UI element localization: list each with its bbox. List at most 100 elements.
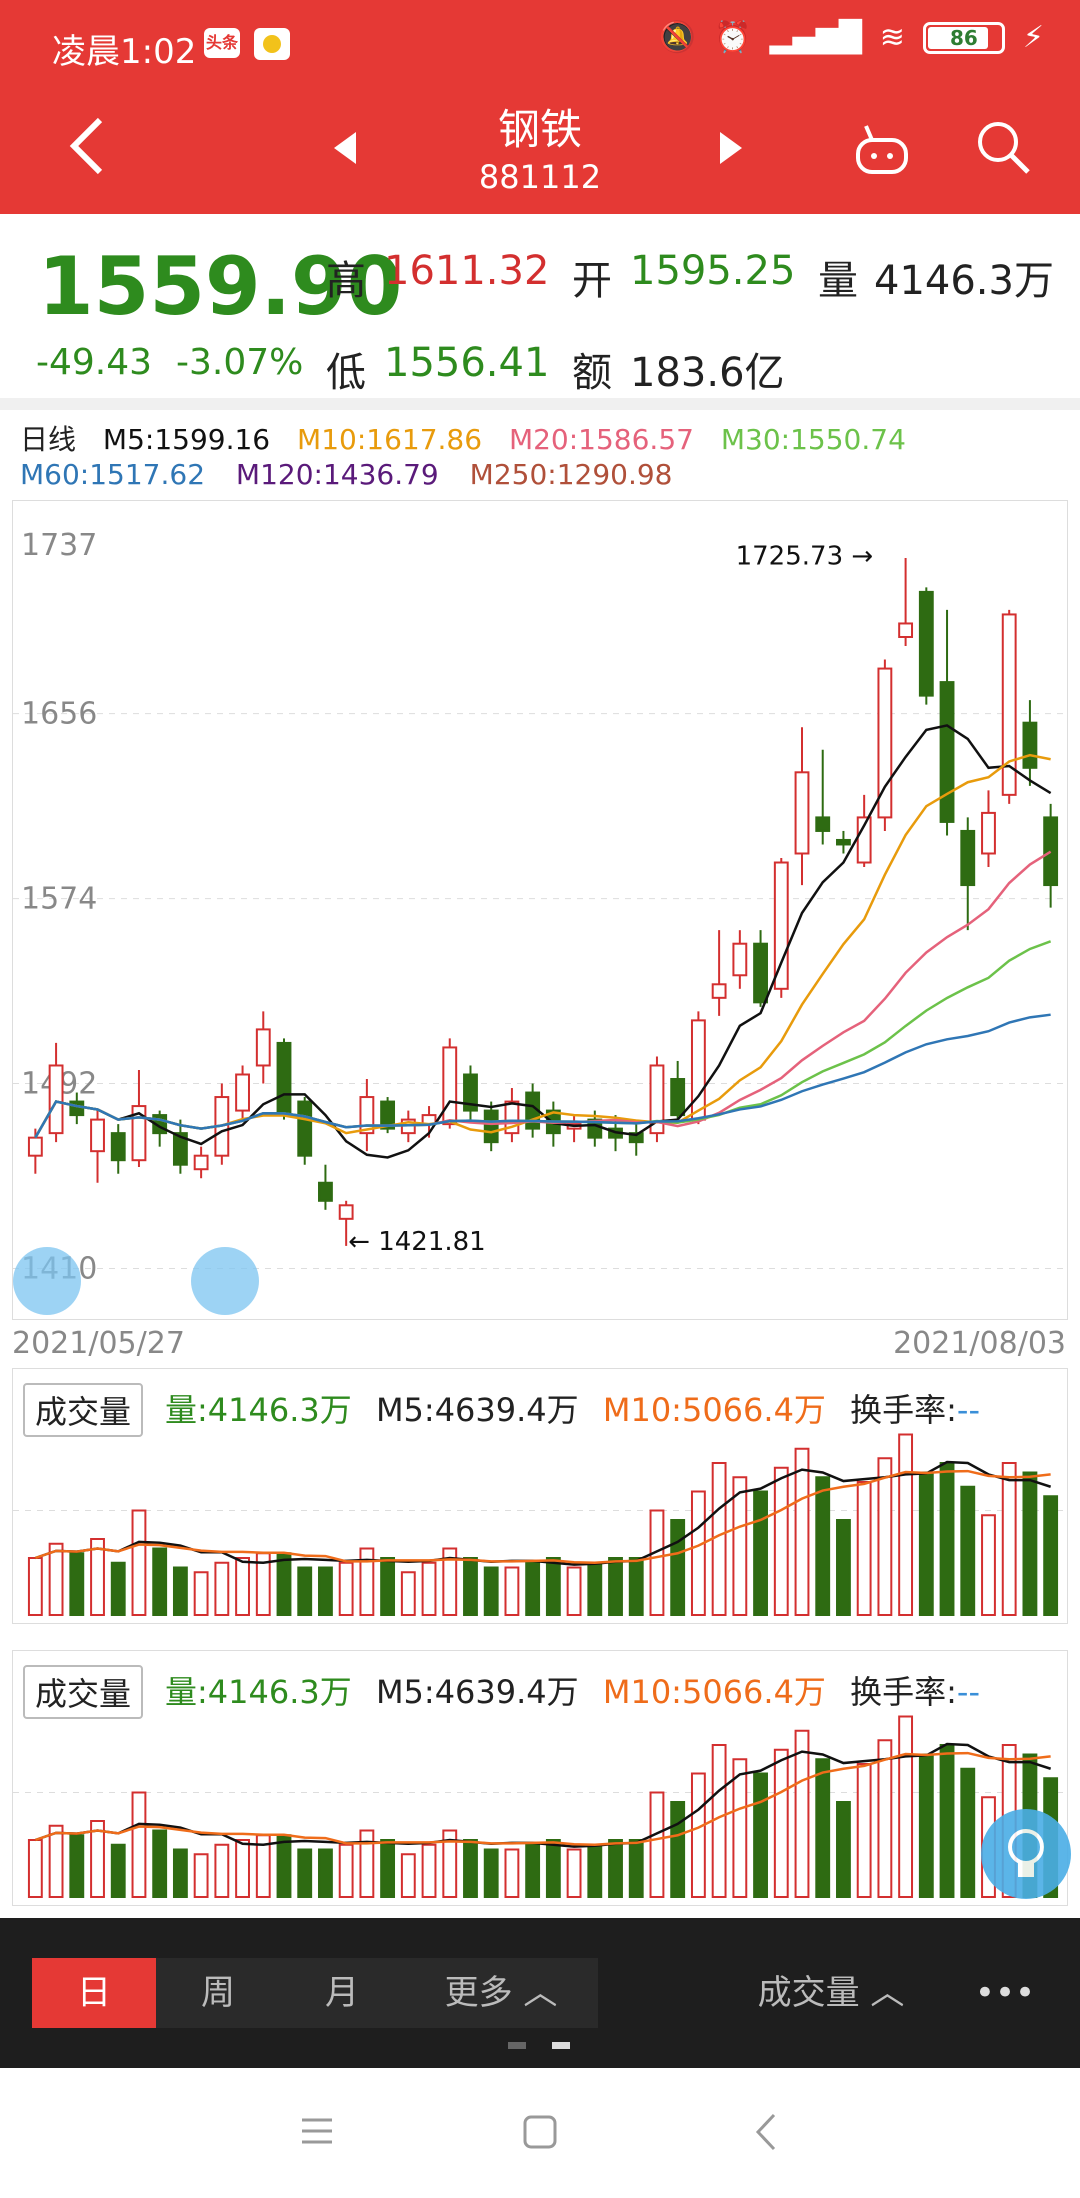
candle-body [794, 771, 810, 855]
status-icons: 🔕 ⏰ ▂▄▆█ ≋ 86 ⚡ [659, 20, 1044, 55]
start-date: 2021/05/27 [12, 1326, 185, 1361]
volume-bar [359, 1547, 375, 1616]
open-value: 1595.25 [630, 248, 796, 294]
battery-icon: 86 [922, 21, 1005, 54]
price-change: -49.43 [36, 342, 153, 383]
volume-bar [276, 1552, 292, 1616]
tab-more[interactable]: 更多 ︿ [404, 1958, 598, 2028]
volume-bar [732, 1476, 748, 1616]
volume-bar [214, 1843, 230, 1898]
volume-bar [48, 1824, 64, 1898]
volume-bar [773, 1748, 789, 1898]
menu-icon[interactable] [300, 2114, 334, 2148]
turnover-value: -- [956, 1673, 980, 1711]
expand-icon [191, 1247, 259, 1315]
volume-bar [69, 1834, 85, 1898]
volume-bar [110, 1843, 126, 1898]
volume-bar [815, 1758, 831, 1898]
volume-bar [836, 1801, 851, 1898]
volume-panel-2[interactable]: 成交量 量:4146.3万 M5:4639.4万 M10:5066.4万 换手率… [12, 1650, 1071, 1906]
volume-bar [939, 1462, 955, 1616]
system-nav-bar [0, 2068, 1080, 2198]
price-change-pct: -3.07% [176, 342, 304, 383]
divider [0, 398, 1080, 410]
volume-bar [960, 1485, 976, 1616]
volume-indicator-button[interactable]: 成交量 [23, 1665, 144, 1719]
ma20-value: M20:1586.57 [508, 423, 694, 456]
volume-bar [587, 1843, 603, 1898]
app-notification-icon [254, 28, 290, 60]
amount-label: 额 [572, 350, 612, 396]
tab-week[interactable]: 周 [156, 1958, 280, 2028]
volume-bar [463, 1557, 478, 1616]
candle-body [318, 1181, 333, 1202]
volume-bar [836, 1519, 851, 1616]
prev-stock-icon[interactable] [330, 130, 360, 166]
charging-icon: ⚡ [1022, 20, 1044, 55]
more-dots-icon[interactable]: ••• [974, 1973, 1036, 2013]
volume-bar [649, 1509, 665, 1616]
ma-row-2: M60:1517.62 M120:1436.79 M250:1290.98 [20, 458, 672, 491]
volume-bar [421, 1843, 437, 1898]
volume-value: 4146.3万 [874, 258, 1054, 304]
candle-body [918, 590, 934, 697]
y-tick-label: 1656 [21, 697, 97, 732]
volume-bar [732, 1758, 748, 1898]
candle-body [960, 829, 976, 887]
turnover-label: 换手率: [850, 1673, 957, 1711]
status-bar: 凌晨1:02 头条 🔕 ⏰ ▂▄▆█ ≋ 86 ⚡ [0, 0, 1080, 90]
volume-bar [773, 1466, 789, 1616]
m30-line [34, 940, 1052, 1139]
candle-body [359, 1096, 375, 1135]
vol-current: 量:4146.3万 [165, 1391, 352, 1429]
volume-bar [608, 1557, 623, 1616]
volume-bar [918, 1753, 934, 1898]
volume-bar [587, 1561, 603, 1616]
kline-chart[interactable]: 173716561574149214101725.73 →← 1421.81 [12, 500, 1069, 1321]
candle-body [172, 1132, 188, 1166]
low-value: 1556.41 [384, 340, 550, 386]
volume-bar [608, 1839, 623, 1898]
next-stock-icon[interactable] [716, 130, 746, 166]
volume-bar [753, 1772, 768, 1898]
robot-icon[interactable] [852, 118, 912, 178]
lightbulb-icon[interactable] [981, 1809, 1071, 1899]
volume-ma-line [34, 1751, 1051, 1847]
search-icon[interactable] [974, 118, 1034, 178]
vol-m10: M10:5066.4万 [602, 1391, 826, 1429]
page-indicator [508, 2042, 526, 2049]
back-nav-icon[interactable] [754, 2112, 778, 2152]
tab-month[interactable]: 月 [280, 1958, 404, 2028]
indicator-selector[interactable]: 成交量 ︿ [757, 1973, 905, 2013]
kline-svg[interactable]: 173716561574149214101725.73 →← 1421.81 [13, 501, 1069, 1321]
back-icon[interactable] [66, 116, 106, 176]
volume-bar [690, 1490, 706, 1616]
m20-line [34, 850, 1052, 1139]
candle-body [380, 1100, 396, 1130]
candle-body [690, 1019, 706, 1121]
volume-bar [545, 1839, 561, 1898]
candle-body [1022, 721, 1038, 769]
candle-body [276, 1041, 292, 1117]
ma5-value: M5:1599.16 [102, 423, 271, 456]
tab-day[interactable]: 日 [32, 1958, 156, 2028]
candle-body [981, 811, 996, 855]
candle-body [27, 1136, 43, 1157]
volume-indicator-button[interactable]: 成交量 [23, 1383, 144, 1437]
volume-bar [483, 1848, 499, 1898]
max-price-label: 1725.73 → [736, 541, 874, 571]
candle-body [235, 1073, 250, 1112]
volume-bar [318, 1848, 333, 1898]
candle-body [255, 1028, 271, 1067]
home-icon[interactable] [522, 2114, 558, 2150]
turnover-value: -- [956, 1391, 980, 1429]
volume-bar [276, 1834, 292, 1898]
ma60-value: M60:1517.62 [20, 458, 206, 491]
volume-panel-1[interactable]: 成交量 量:4146.3万 M5:4639.4万 M10:5066.4万 换手率… [12, 1368, 1069, 1624]
volume-bar [794, 1447, 810, 1616]
vol-m5: M5:4639.4万 [375, 1673, 579, 1711]
volume-bar [711, 1744, 727, 1898]
end-date: 2021/08/03 [893, 1326, 1066, 1361]
volume-bar [670, 1519, 686, 1616]
volume-bar [525, 1843, 541, 1898]
